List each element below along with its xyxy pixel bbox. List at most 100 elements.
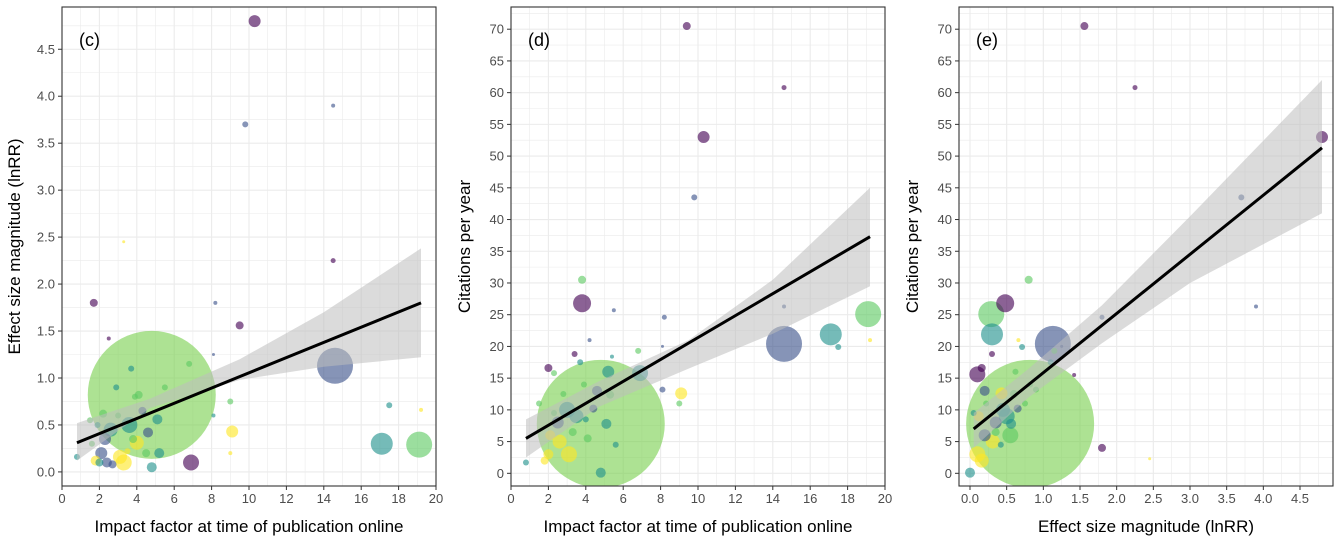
x-tick-label: 2 <box>545 491 552 506</box>
y-tick-label: 35 <box>490 244 504 259</box>
data-point <box>560 391 567 398</box>
data-point <box>660 344 664 348</box>
y-tick-label: 50 <box>938 149 952 164</box>
x-tick-label: 14 <box>317 491 331 506</box>
y-tick-label: 10 <box>490 402 504 417</box>
gridlines <box>959 7 1333 486</box>
data-point <box>183 454 200 471</box>
data-point <box>113 384 120 391</box>
y-tick-label: 4.0 <box>37 89 55 104</box>
y-tick-label: 40 <box>938 212 952 227</box>
data-point <box>227 398 234 405</box>
data-point <box>974 453 989 468</box>
y-tick-label: 55 <box>938 117 952 132</box>
data-point <box>580 381 587 388</box>
data-point <box>819 323 842 346</box>
data-point <box>1024 275 1033 284</box>
data-point <box>540 456 549 465</box>
data-point <box>235 321 244 330</box>
y-tick-label: 70 <box>938 22 952 37</box>
x-tick-label: 16 <box>354 491 368 506</box>
y-tick-label: 25 <box>938 307 952 322</box>
data-point <box>989 351 995 358</box>
y-tick-label: 70 <box>490 22 504 37</box>
data-point <box>996 294 1015 313</box>
y-axis-label: Citations per year <box>903 180 922 314</box>
x-tick-label: 12 <box>279 491 293 506</box>
x-tick-label: 8 <box>657 491 664 506</box>
confidence-ribbon <box>526 187 870 458</box>
x-tick-label: 18 <box>391 491 405 506</box>
data-point <box>675 387 688 400</box>
x-tick-label: 1.0 <box>1034 491 1052 506</box>
data-point <box>146 462 157 473</box>
gridlines <box>61 7 437 486</box>
regression-line <box>972 146 1323 431</box>
data-point <box>601 418 612 429</box>
y-tick-label: 0 <box>945 466 952 481</box>
data-point <box>1012 368 1019 375</box>
x-axis-label: Effect size magnitude (lnRR) <box>1038 517 1254 536</box>
data-point <box>543 449 554 460</box>
data-point <box>981 323 1003 346</box>
data-point <box>659 386 666 393</box>
y-tick-label: 55 <box>490 117 504 132</box>
panel-label: (d) <box>528 30 550 50</box>
y-tick-label: 15 <box>490 371 504 386</box>
x-tick-label: 0.5 <box>998 491 1016 506</box>
data-point <box>571 351 578 358</box>
confidence-ribbon <box>973 80 1322 448</box>
data-layer <box>522 22 882 486</box>
data-point <box>612 441 619 448</box>
data-point <box>635 347 642 354</box>
panel-border <box>958 6 1334 487</box>
x-tick-label: 18 <box>840 491 854 506</box>
data-point <box>95 447 108 460</box>
data-point <box>587 338 592 343</box>
x-tick-label: 6 <box>171 491 178 506</box>
data-point <box>242 121 249 128</box>
data-point <box>106 336 111 341</box>
data-point <box>536 400 543 407</box>
data-point <box>330 258 336 264</box>
y-tick-label: 10 <box>938 402 952 417</box>
data-point <box>611 308 616 313</box>
x-tick-label: 10 <box>691 491 705 506</box>
y-tick-label: 0.0 <box>37 464 55 479</box>
y-tick-label: 40 <box>490 212 504 227</box>
y-tick-label: 65 <box>938 53 952 68</box>
x-tick-label: 0 <box>58 491 65 506</box>
confidence-ribbon <box>77 248 421 461</box>
data-point <box>406 431 433 458</box>
data-point <box>186 360 193 367</box>
data-point <box>152 414 163 425</box>
x-tick-label: 2.5 <box>1144 491 1162 506</box>
panel-e: 0.0 0.5 1.0 1.5 2.0 2.5 3.0 3.5 4.0 4.5 0 5 10 15 20 25… <box>903 6 1334 536</box>
data-point <box>1132 85 1138 91</box>
data-point <box>386 402 393 409</box>
data-point <box>1254 304 1258 309</box>
data-point <box>1006 418 1017 429</box>
data-point <box>211 413 216 418</box>
data-point <box>1002 427 1019 444</box>
y-tick-label: 30 <box>938 275 952 290</box>
y-tick-label: 2.0 <box>37 277 55 292</box>
y-axis-label: Effect size magnitude (lnRR) <box>5 138 24 354</box>
data-point <box>577 359 584 366</box>
x-axis-label: Impact factor at time of publication onl… <box>544 517 853 536</box>
data-point <box>1072 372 1077 377</box>
data-point <box>781 85 787 91</box>
y-tick-label: 0 <box>497 466 504 481</box>
y-tick-label: 65 <box>490 53 504 68</box>
data-point <box>560 446 577 463</box>
y-tick-label: 1.0 <box>37 370 55 385</box>
x-tick-label: 0.0 <box>961 491 979 506</box>
x-tick-label: 16 <box>803 491 817 506</box>
data-point <box>108 460 117 469</box>
x-tick-label: 14 <box>766 491 780 506</box>
x-tick-label: 20 <box>878 491 892 506</box>
data-point <box>89 298 98 307</box>
y-tick-label: 5 <box>945 434 952 449</box>
